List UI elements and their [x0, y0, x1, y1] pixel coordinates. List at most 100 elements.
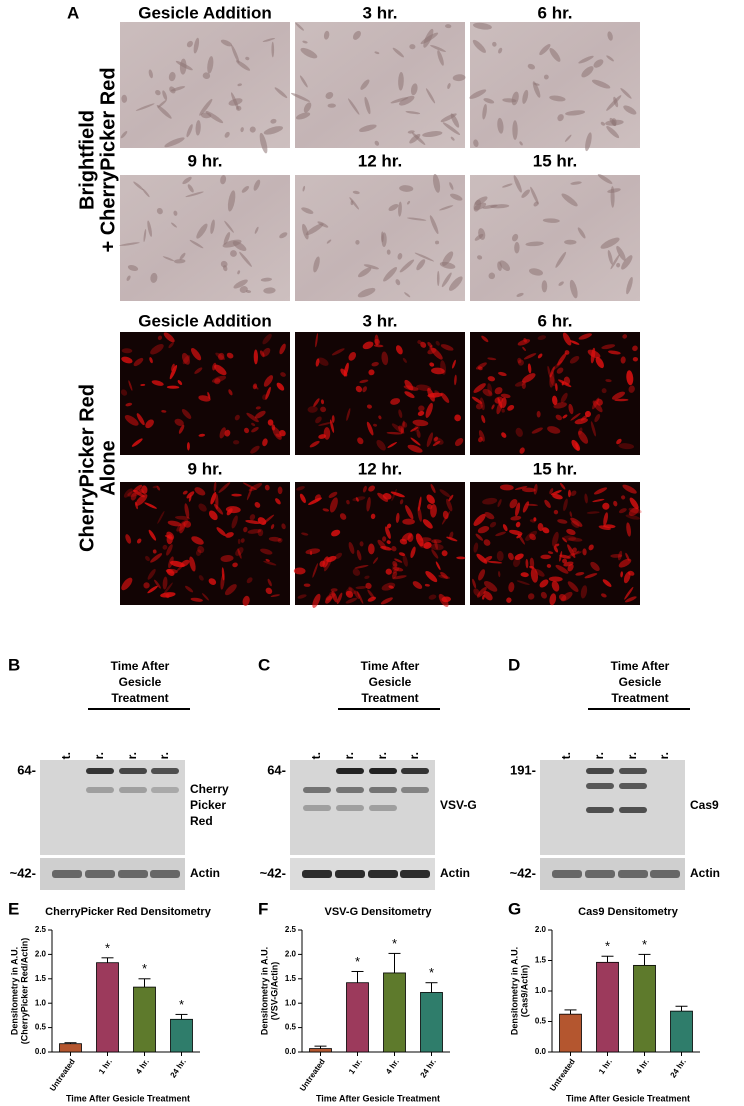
band [619, 807, 647, 813]
cell [251, 422, 256, 427]
cell [182, 176, 192, 185]
cell [348, 351, 357, 361]
marker: ~42- [510, 865, 536, 880]
cell [402, 554, 408, 567]
cell [593, 59, 604, 68]
significance: * [642, 937, 647, 952]
y-tick-label: 0.5 [35, 1023, 47, 1032]
bar [96, 962, 119, 1053]
cell [430, 483, 436, 494]
cell [499, 484, 514, 491]
cell [267, 419, 274, 426]
cell [349, 197, 360, 210]
row-label: Alone [97, 440, 119, 496]
cell [171, 222, 177, 228]
cell [533, 201, 539, 207]
significance: * [392, 936, 397, 951]
cell [570, 181, 582, 185]
cell [489, 521, 497, 528]
cell [626, 276, 633, 295]
cell [400, 420, 405, 434]
cell [549, 366, 555, 378]
cell [521, 487, 536, 493]
band [552, 870, 582, 878]
cell [514, 241, 520, 254]
cell [246, 577, 253, 584]
cell [472, 39, 486, 53]
cell [632, 345, 638, 352]
cell [602, 579, 612, 587]
cell [354, 590, 360, 599]
cell [362, 386, 367, 393]
cell [231, 44, 240, 64]
y-tick-label: 2.0 [35, 950, 47, 959]
bar [633, 964, 656, 1053]
row-label: + CherryPicker Red [97, 67, 119, 252]
cell [445, 24, 452, 29]
micrograph [120, 332, 290, 455]
cell [147, 220, 152, 237]
cell [299, 75, 308, 88]
blot-header: Treatment [111, 691, 168, 705]
cell [420, 32, 439, 45]
cell [210, 492, 217, 505]
cell [301, 207, 314, 214]
cell [395, 512, 400, 523]
cell [392, 566, 404, 572]
cell [270, 118, 277, 124]
cell [163, 582, 173, 595]
cell [259, 132, 268, 154]
cell [429, 362, 435, 367]
cell [534, 568, 545, 577]
cell [371, 361, 379, 367]
cell [449, 531, 454, 540]
cell [315, 416, 322, 424]
cell [420, 341, 427, 348]
cell [527, 63, 536, 70]
cell [449, 182, 454, 190]
cell [531, 427, 543, 434]
cell [549, 47, 561, 62]
cell [368, 543, 375, 555]
cell [516, 580, 530, 585]
cell [556, 367, 564, 374]
significance: * [429, 965, 434, 980]
cell [593, 487, 608, 495]
target-label: Picker [190, 798, 226, 812]
cell [290, 92, 311, 102]
cell [270, 524, 275, 530]
cell [194, 367, 203, 374]
cell [475, 533, 484, 541]
cell [186, 491, 195, 499]
cell [218, 482, 231, 494]
cell [434, 390, 440, 394]
cell [570, 412, 581, 421]
cell [166, 544, 173, 556]
cell [514, 381, 527, 387]
cell [436, 270, 440, 287]
cell [585, 132, 592, 152]
cell [279, 232, 288, 239]
cell [254, 410, 266, 419]
cell [417, 340, 422, 344]
cell [326, 555, 337, 563]
micrograph [295, 332, 465, 455]
cell [363, 264, 379, 270]
panel-label: B [8, 655, 20, 674]
cell [530, 186, 539, 205]
cell [162, 544, 168, 550]
cell [276, 382, 285, 391]
band [335, 870, 365, 878]
cell [295, 22, 304, 31]
cell [254, 501, 261, 508]
cell [558, 281, 564, 286]
cell [246, 486, 253, 501]
cell [195, 549, 202, 556]
cell [133, 181, 144, 191]
cell [387, 442, 397, 448]
cell [618, 443, 635, 450]
micrograph [469, 22, 640, 152]
cell [425, 402, 433, 418]
cell [596, 398, 603, 406]
band [619, 783, 647, 789]
